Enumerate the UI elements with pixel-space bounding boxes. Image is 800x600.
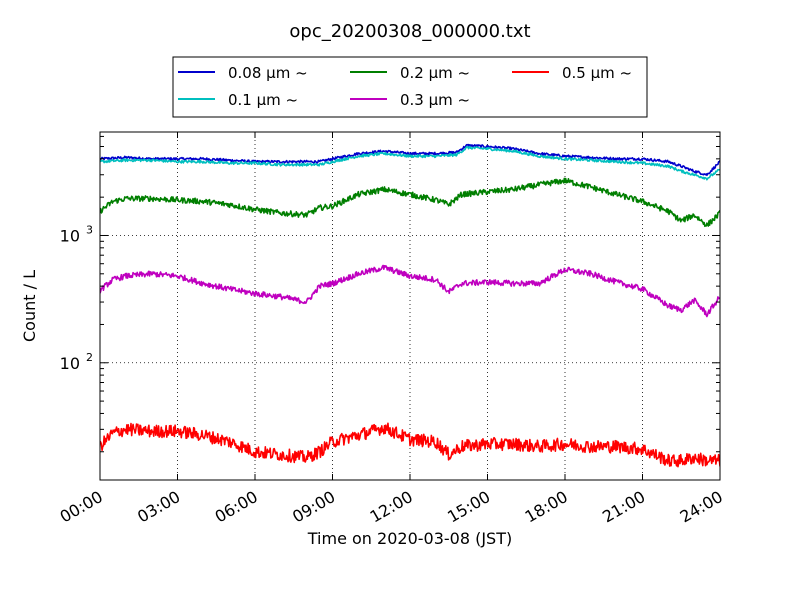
y-tick-label: 10	[60, 226, 80, 245]
series-line	[100, 264, 720, 318]
series-layer	[100, 143, 720, 468]
y-axis-label: Count / L	[20, 270, 39, 342]
chart-title: opc_20200308_000000.txt	[289, 21, 530, 42]
x-axis-label: Time on 2020-03-08 (JST)	[307, 529, 512, 548]
x-tick-label: 00:00	[57, 487, 106, 527]
y-tick-exponent: 2	[86, 351, 93, 364]
y-tick-label: 10	[60, 354, 80, 373]
legend-label: 0.1 μm ~	[228, 91, 298, 109]
y-tick-exponent: 3	[86, 223, 93, 236]
x-tick-label: 12:00	[367, 487, 416, 527]
legend-label: 0.3 μm ~	[400, 91, 470, 109]
legend-label: 0.08 μm ~	[228, 64, 308, 82]
series-line	[100, 145, 720, 181]
x-tick-label: 21:00	[599, 487, 648, 527]
series-line	[100, 143, 720, 177]
ticks: 00:00 03:00 06:00 09:00 12:00 15:00 18:00 21:00…	[57, 132, 726, 527]
legend-box	[172, 56, 648, 118]
x-tick-label: 15:00	[444, 487, 493, 527]
x-tick-label: 03:00	[134, 487, 183, 527]
x-tick-label: 09:00	[289, 487, 338, 527]
legend: 0.08 μm ~ 0.1 μm ~ 0.2 μm ~ 0.3 μm ~ 0.5 μm …	[172, 56, 648, 118]
series-line	[100, 422, 720, 468]
legend-label: 0.2 μm ~	[400, 64, 470, 82]
grid	[100, 132, 720, 480]
series-line	[100, 177, 720, 228]
x-tick-label: 24:00	[677, 487, 726, 527]
x-tick-label: 18:00	[522, 487, 571, 527]
legend-label: 0.5 μm ~	[562, 64, 632, 82]
x-tick-label: 06:00	[212, 487, 261, 527]
